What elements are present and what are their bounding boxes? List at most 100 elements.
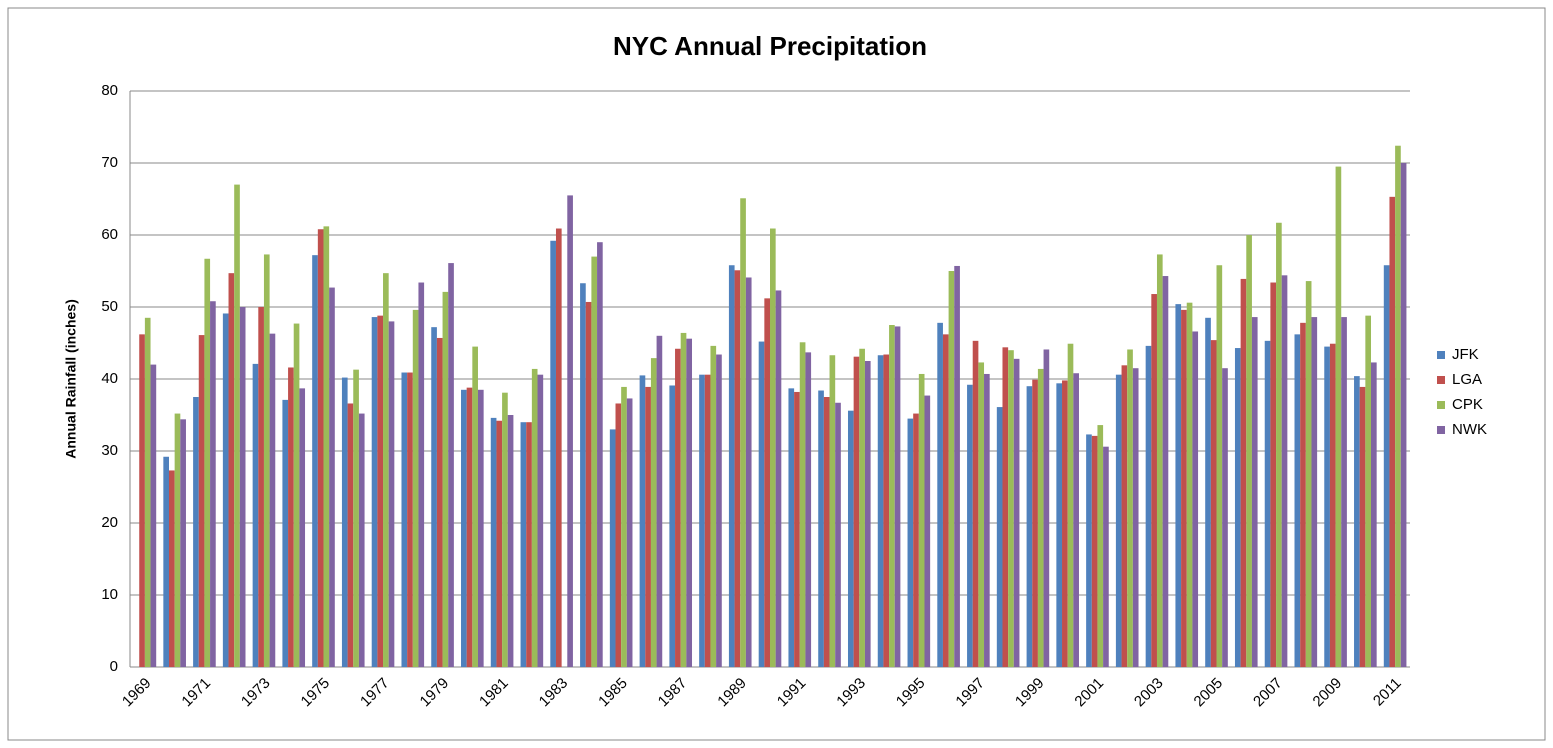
bar [299,388,306,667]
bar [853,356,860,667]
bar [477,389,484,667]
legend-label: JFK [1452,346,1479,363]
bar [1115,374,1122,667]
bar [461,389,467,667]
y-tick-label: 40 [101,370,118,387]
bar [490,417,497,667]
bar [764,298,770,667]
bar [847,410,854,667]
bar [823,397,830,667]
bar [293,323,300,667]
bar [496,420,503,667]
bar [942,334,949,667]
bar [431,327,437,667]
bar [1091,435,1098,667]
bar [864,361,871,667]
bar [144,317,151,667]
bar [323,226,330,668]
bar [907,418,914,667]
bar [180,419,186,667]
bar [418,282,425,667]
bar [1395,145,1401,668]
bar [228,273,235,667]
bar [210,301,216,667]
bar [526,422,532,667]
bar [829,355,836,667]
bar [1062,380,1068,667]
bar [1365,315,1372,667]
bar [740,198,746,667]
bar [859,348,865,667]
bar [347,403,354,667]
bar [341,377,348,667]
bar [585,301,592,667]
bar [198,335,205,667]
bar [222,313,229,667]
bar [407,372,413,667]
bar [1222,368,1228,667]
bar [174,413,181,667]
bar [1186,302,1193,667]
bar [734,270,741,667]
bar [550,240,556,667]
bar [675,348,681,667]
y-axis-label: Annual Rainfall (inches) [63,299,79,458]
bar [1400,163,1407,667]
bar [139,334,145,667]
chart-title: NYC Annual Precipitation [613,31,927,61]
legend-label: NWK [1452,421,1487,438]
bar [621,386,627,667]
bar [204,258,211,667]
bar [567,195,573,667]
bar [1043,349,1050,667]
bar [1294,334,1301,667]
bar [252,363,259,667]
bar [1341,317,1347,667]
y-tick-label: 80 [101,82,118,99]
bar [1026,386,1033,667]
legend-label: CPK [1452,396,1483,413]
bar [758,341,765,667]
bar [1276,222,1282,667]
bar [1056,383,1063,667]
legend-swatch [1437,376,1445,384]
bar [1246,235,1252,667]
bar [269,333,276,667]
bar [383,273,389,667]
bar [609,429,616,667]
y-tick-label: 60 [101,226,118,243]
bar [1205,317,1211,667]
bar [805,352,812,667]
bar [984,373,990,667]
bar [412,309,419,667]
bar [239,307,246,667]
bar [288,367,294,667]
bar [954,265,960,667]
bar [967,384,973,667]
bar [894,326,901,667]
bar [1329,343,1336,667]
bar [745,277,752,667]
bar [1305,281,1312,667]
y-tick-label: 0 [110,658,118,675]
legend-swatch [1437,401,1445,409]
bar [710,345,717,667]
bar [442,291,449,667]
bar [626,398,633,667]
bar [472,346,478,667]
bar [656,335,663,667]
legend-label: LGA [1452,371,1482,388]
bar [645,386,651,667]
bar [799,342,806,667]
bar [193,397,199,667]
bar [1300,322,1306,667]
bar [401,372,408,667]
bar [1281,275,1288,667]
bar [1383,265,1390,667]
bar [555,228,562,667]
bar [1240,278,1247,667]
bar [1210,340,1217,667]
bar [258,307,264,667]
legend-swatch [1437,351,1445,359]
bar [615,403,622,667]
